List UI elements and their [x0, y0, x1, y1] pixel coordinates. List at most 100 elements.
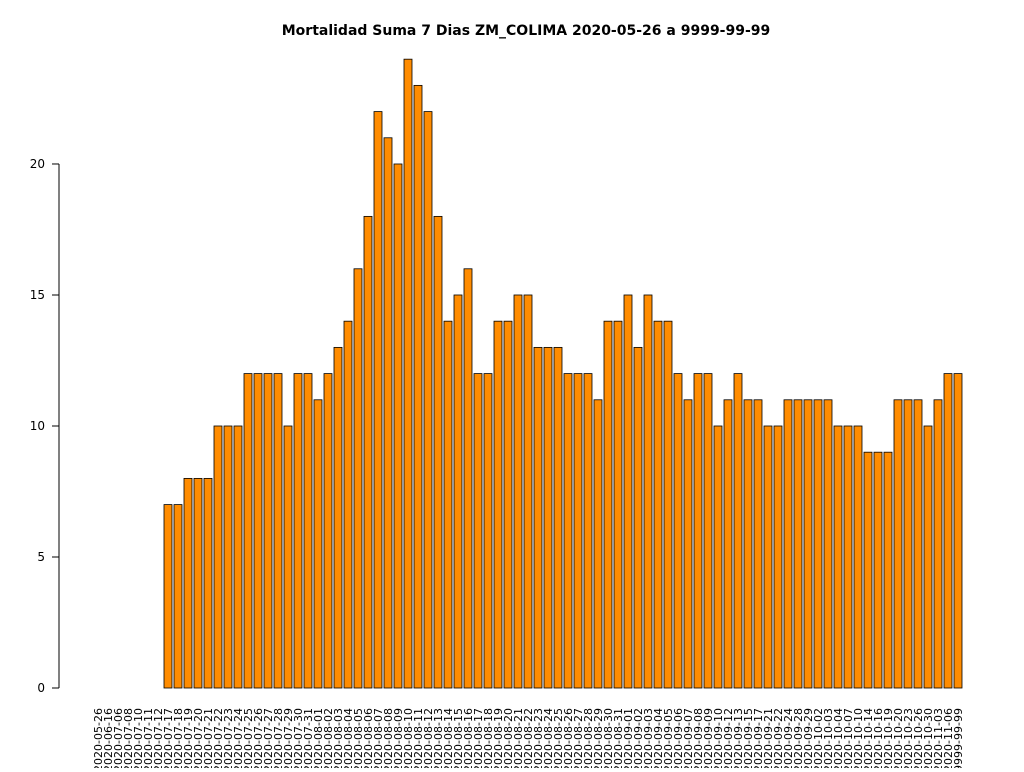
bar	[263, 373, 273, 689]
x-tick-label: 2020-09-03	[642, 708, 655, 768]
x-tick-label: 2020-09-28	[792, 708, 805, 768]
bar	[793, 399, 803, 689]
bar	[923, 425, 933, 689]
x-tick-label: 2020-09-10	[712, 708, 725, 768]
x-tick-label: 2020-09-24	[782, 708, 795, 768]
x-tick-label: 2020-10-10	[852, 708, 865, 768]
x-tick-label: 2020-10-19	[882, 708, 895, 768]
x-tick-label: 2020-10-16	[872, 708, 885, 768]
bar	[523, 294, 533, 689]
x-tick-label: 2020-09-05	[662, 708, 675, 768]
x-tick-label: 2020-08-24	[542, 708, 555, 768]
bar	[473, 373, 483, 689]
bar	[953, 373, 963, 689]
x-tick-label: 2020-08-31	[612, 708, 625, 768]
bar	[573, 373, 583, 689]
bar	[493, 320, 503, 689]
bar	[193, 477, 203, 689]
y-tick-label: 0	[37, 681, 45, 695]
bar	[623, 294, 633, 689]
x-tick-label: 2020-08-21	[512, 708, 525, 768]
bar	[833, 425, 843, 689]
y-tick-label: 10	[30, 419, 45, 433]
bar	[393, 163, 403, 689]
x-tick-label: 2020-07-22	[212, 708, 225, 768]
x-tick-label: 2020-10-30	[922, 708, 935, 768]
x-tick-label: 2020-08-29	[592, 708, 605, 768]
bar	[913, 399, 923, 689]
x-tick-label: 2020-08-14	[442, 708, 455, 768]
bar	[753, 399, 763, 689]
x-tick-label: 2020-11-06	[942, 708, 955, 768]
x-tick-label: 2020-08-12	[422, 708, 435, 768]
x-tick-label: 2020-10-26	[912, 708, 925, 768]
bar	[783, 399, 793, 689]
y-tick-label: 20	[30, 157, 45, 171]
x-tick-label: 2020-08-13	[432, 708, 445, 768]
bar	[803, 399, 813, 689]
bar	[373, 111, 383, 689]
x-tick-label: 2020-08-10	[402, 708, 415, 768]
x-tick-label: 2020-08-28	[582, 708, 595, 768]
x-tick-label: 2020-09-01	[622, 708, 635, 768]
x-tick-label: 2020-07-21	[202, 708, 215, 768]
x-tick-label: 2020-07-30	[292, 708, 305, 768]
x-tick-label: 2020-07-08	[122, 708, 135, 768]
bar	[863, 451, 873, 689]
x-tick-label: 2020-07-26	[252, 708, 265, 768]
bar	[413, 84, 423, 689]
bar	[693, 373, 703, 689]
bar	[903, 399, 913, 689]
bar	[463, 268, 473, 689]
bar	[203, 477, 213, 689]
bar	[533, 346, 543, 689]
x-tick-label: 2020-08-04	[342, 708, 355, 768]
x-tick-label: 2020-07-31	[302, 708, 315, 768]
bar	[483, 373, 493, 689]
x-tick-label: 9999-99-99	[952, 708, 965, 768]
x-tick-label: 2020-05-26	[92, 708, 105, 768]
bar	[933, 399, 943, 689]
x-tick-label: 2020-09-12	[722, 708, 735, 768]
bar	[743, 399, 753, 689]
x-tick-label: 2020-08-16	[462, 708, 475, 768]
bar	[443, 320, 453, 689]
bar	[403, 58, 413, 689]
bar	[303, 373, 313, 689]
bar	[813, 399, 823, 689]
x-tick-label: 2020-07-18	[172, 708, 185, 768]
x-tick-label: 2020-09-07	[682, 708, 695, 768]
bar	[503, 320, 513, 689]
x-tick-label: 2020-08-26	[562, 708, 575, 768]
bar	[313, 399, 323, 689]
x-tick-label: 2020-09-06	[672, 708, 685, 768]
x-tick-label: 2020-09-08	[692, 708, 705, 768]
x-tick-label: 2020-08-07	[372, 708, 385, 768]
bar	[673, 373, 683, 689]
bar	[763, 425, 773, 689]
x-tick-label: 2020-07-27	[262, 708, 275, 768]
x-tick-label: 2020-08-23	[532, 708, 545, 768]
x-tick-label: 2020-08-19	[492, 708, 505, 768]
x-tick-label: 2020-10-03	[822, 708, 835, 768]
x-tick-label: 2020-09-22	[772, 708, 785, 768]
bar	[213, 425, 223, 689]
x-tick-label: 2020-08-02	[322, 708, 335, 768]
x-tick-label: 2020-07-06	[112, 708, 125, 768]
x-tick-label: 2020-11-03	[932, 708, 945, 768]
bar	[353, 268, 363, 689]
bar	[223, 425, 233, 689]
x-tick-label: 2020-08-15	[452, 708, 465, 768]
bar	[243, 373, 253, 689]
bar	[773, 425, 783, 689]
x-tick-label: 2020-08-06	[362, 708, 375, 768]
x-tick-label: 2020-09-04	[652, 708, 665, 768]
bar	[453, 294, 463, 689]
bar	[233, 425, 243, 689]
bar	[423, 111, 433, 689]
bar	[323, 373, 333, 689]
x-tick-label: 2020-10-04	[832, 708, 845, 768]
bar	[733, 373, 743, 689]
x-tick-label: 2020-08-30	[602, 708, 615, 768]
